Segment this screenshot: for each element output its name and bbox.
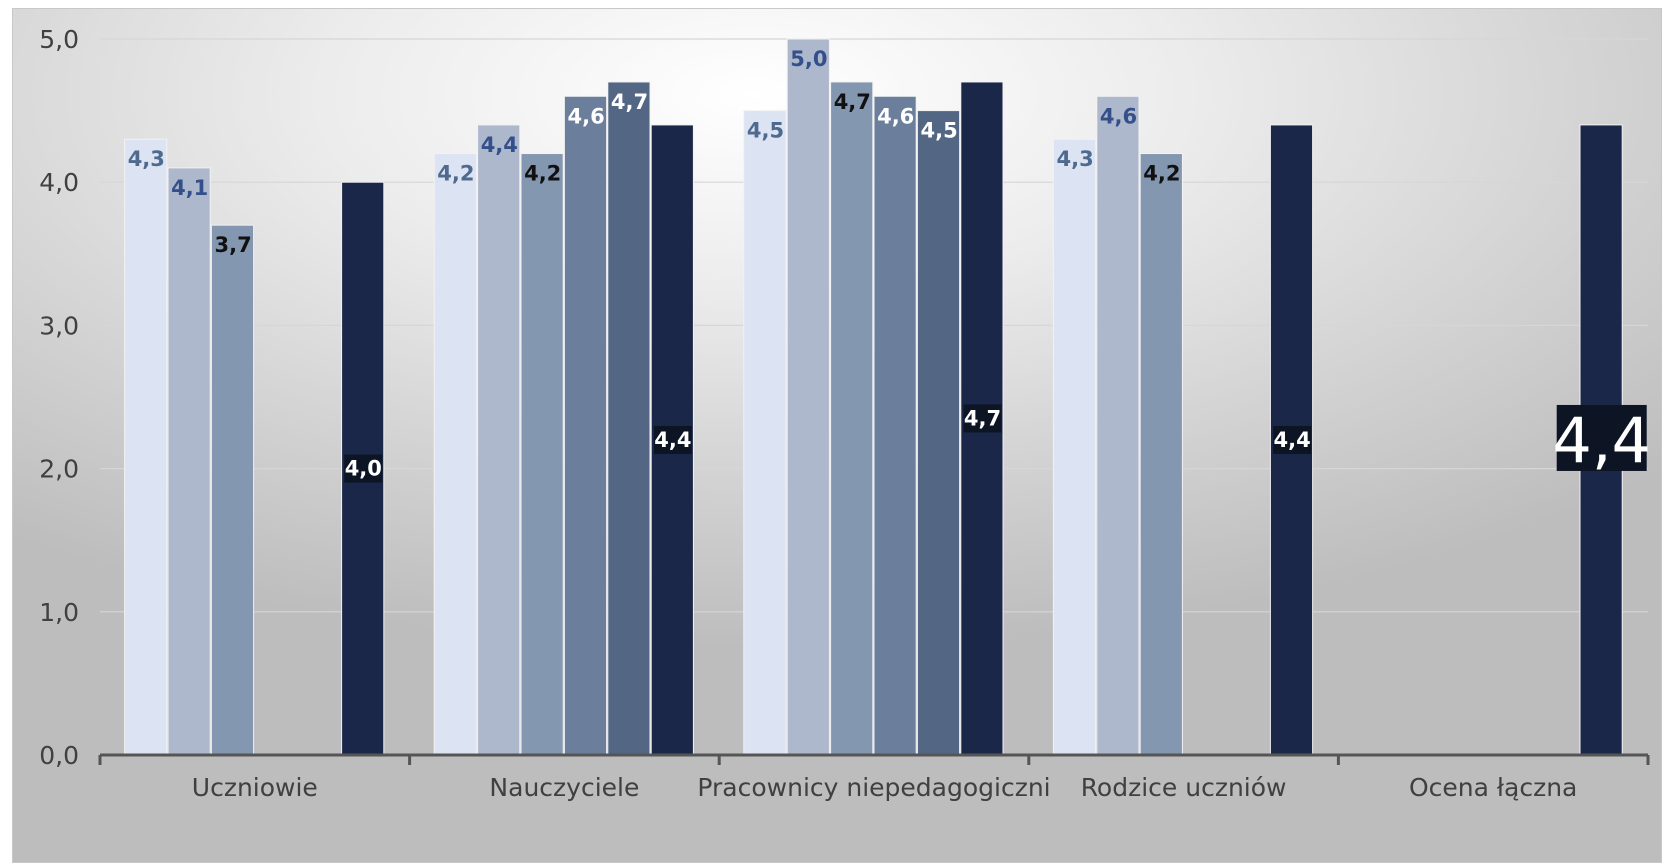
- data-label: 4,3: [1056, 147, 1093, 171]
- data-label: 3,7: [214, 233, 251, 257]
- data-label: 4,4: [1273, 428, 1310, 452]
- bar: [210, 224, 255, 756]
- bar: [477, 124, 521, 756]
- data-label: 4,5: [920, 119, 957, 143]
- category-label: Ocena łączna: [1409, 773, 1577, 802]
- bar: [873, 95, 917, 756]
- bar-chart: 0,0 1,0 2,0 3,0 4,0 5,0 Uczniowie Nauczyciele P…: [39, 25, 1651, 802]
- category-label: Nauczyciele: [489, 773, 639, 802]
- data-label: 4,6: [567, 104, 604, 128]
- data-label: 4,7: [611, 90, 648, 114]
- data-label: 4,2: [437, 162, 474, 186]
- data-label-box: [963, 404, 1002, 433]
- data-label: 4,5: [747, 119, 784, 143]
- data-label: 4,2: [1143, 162, 1180, 186]
- y-tick-label: 5,0: [39, 25, 79, 54]
- data-labels: 4,34,24,54,34,14,45,04,63,74,24,74,24,6 4…: [128, 47, 1651, 483]
- data-label: 4,3: [128, 147, 165, 171]
- data-label-box: [1273, 425, 1312, 454]
- bar: [520, 153, 564, 756]
- data-label-box: [1556, 404, 1647, 471]
- category-label: Pracownicy niepedagogiczni: [697, 773, 1050, 802]
- bar: [1052, 138, 1097, 756]
- y-axis-tick-labels: 0,0 1,0 2,0 3,0 4,0 5,0: [39, 25, 79, 770]
- data-label: 4,6: [877, 104, 914, 128]
- data-label: 4,2: [524, 162, 561, 186]
- bar: [1139, 153, 1183, 756]
- data-label-box: [653, 425, 692, 454]
- y-tick-label: 2,0: [39, 455, 79, 484]
- chart-frame: 0,0 1,0 2,0 3,0 4,0 5,0 Uczniowie Nauczyciele P…: [12, 8, 1662, 863]
- data-label: 4,1: [171, 176, 208, 200]
- bar: [563, 95, 608, 756]
- data-label-box: [344, 454, 383, 483]
- bar: [167, 167, 211, 756]
- y-tick-label: 4,0: [39, 168, 79, 197]
- data-label: 5,0: [790, 47, 827, 71]
- data-label: 4,6: [1100, 104, 1137, 128]
- data-label: 4,4: [1552, 404, 1651, 477]
- y-tick-label: 3,0: [39, 311, 79, 340]
- x-axis-category-labels: Uczniowie Nauczyciele Pracownicy niepedago…: [192, 773, 1578, 802]
- category-label: Uczniowie: [192, 773, 318, 802]
- bar: [830, 81, 874, 756]
- bar: [607, 81, 651, 756]
- bar: [786, 38, 830, 756]
- data-label: 4,4: [654, 428, 691, 452]
- y-tick-label: 0,0: [39, 741, 79, 770]
- bar: [124, 138, 168, 756]
- bar: [743, 110, 787, 756]
- x-axis: [98, 753, 1650, 765]
- category-label: Rodzice uczniów: [1081, 773, 1287, 802]
- bar: [433, 153, 477, 756]
- data-label: 4,4: [481, 133, 518, 157]
- data-label: 4,0: [345, 457, 382, 481]
- y-tick-label: 1,0: [39, 598, 79, 627]
- data-label: 4,7: [834, 90, 871, 114]
- bar: [916, 110, 961, 756]
- bars: [124, 38, 1623, 756]
- data-label: 4,7: [964, 406, 1001, 430]
- bar: [1096, 95, 1140, 756]
